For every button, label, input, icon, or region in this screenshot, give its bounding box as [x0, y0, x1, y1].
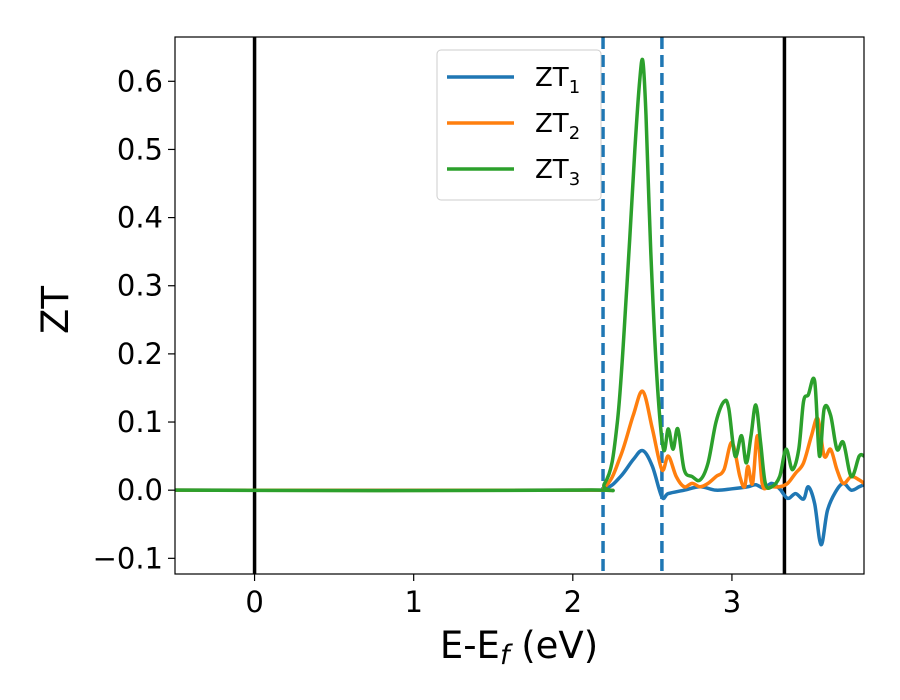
y-tick-label: 0.1 — [117, 405, 163, 439]
x-tick-label: 1 — [404, 585, 422, 619]
series-line-zt1 — [175, 448, 864, 547]
legend-label-zt2: ZT2 — [535, 109, 580, 144]
legend-box — [436, 49, 602, 201]
y-tick-label: 0.5 — [117, 132, 163, 166]
series-line-zt3 — [175, 57, 864, 493]
legend-label-zt3: ZT3 — [535, 155, 580, 190]
plot-frame — [174, 36, 865, 575]
x-tick-label: 0 — [245, 585, 263, 619]
y-tick-label: 0.6 — [117, 64, 163, 98]
y-tick-label: −0.1 — [93, 541, 163, 575]
legend: ZT1 ZT2 ZT3 — [436, 49, 602, 201]
y-tick-label: 0.4 — [117, 201, 163, 235]
y-axis-label: ZT — [34, 286, 77, 334]
y-tick-label: 0.2 — [117, 337, 163, 371]
y-tick-label: 0.3 — [117, 269, 163, 303]
x-tick-label: 3 — [723, 585, 741, 619]
axis-ticks: 0 1 2 3 −0.1 0.0 0.1 0.2 0.3 0.4 0.5 0.6 — [93, 64, 742, 619]
plot-area — [175, 37, 864, 574]
legend-label-zt1: ZT1 — [535, 63, 580, 98]
x-axis-label: E-Ef (eV) — [440, 624, 598, 671]
y-tick-label: 0.0 — [117, 473, 163, 507]
x-tick-label: 2 — [564, 585, 582, 619]
